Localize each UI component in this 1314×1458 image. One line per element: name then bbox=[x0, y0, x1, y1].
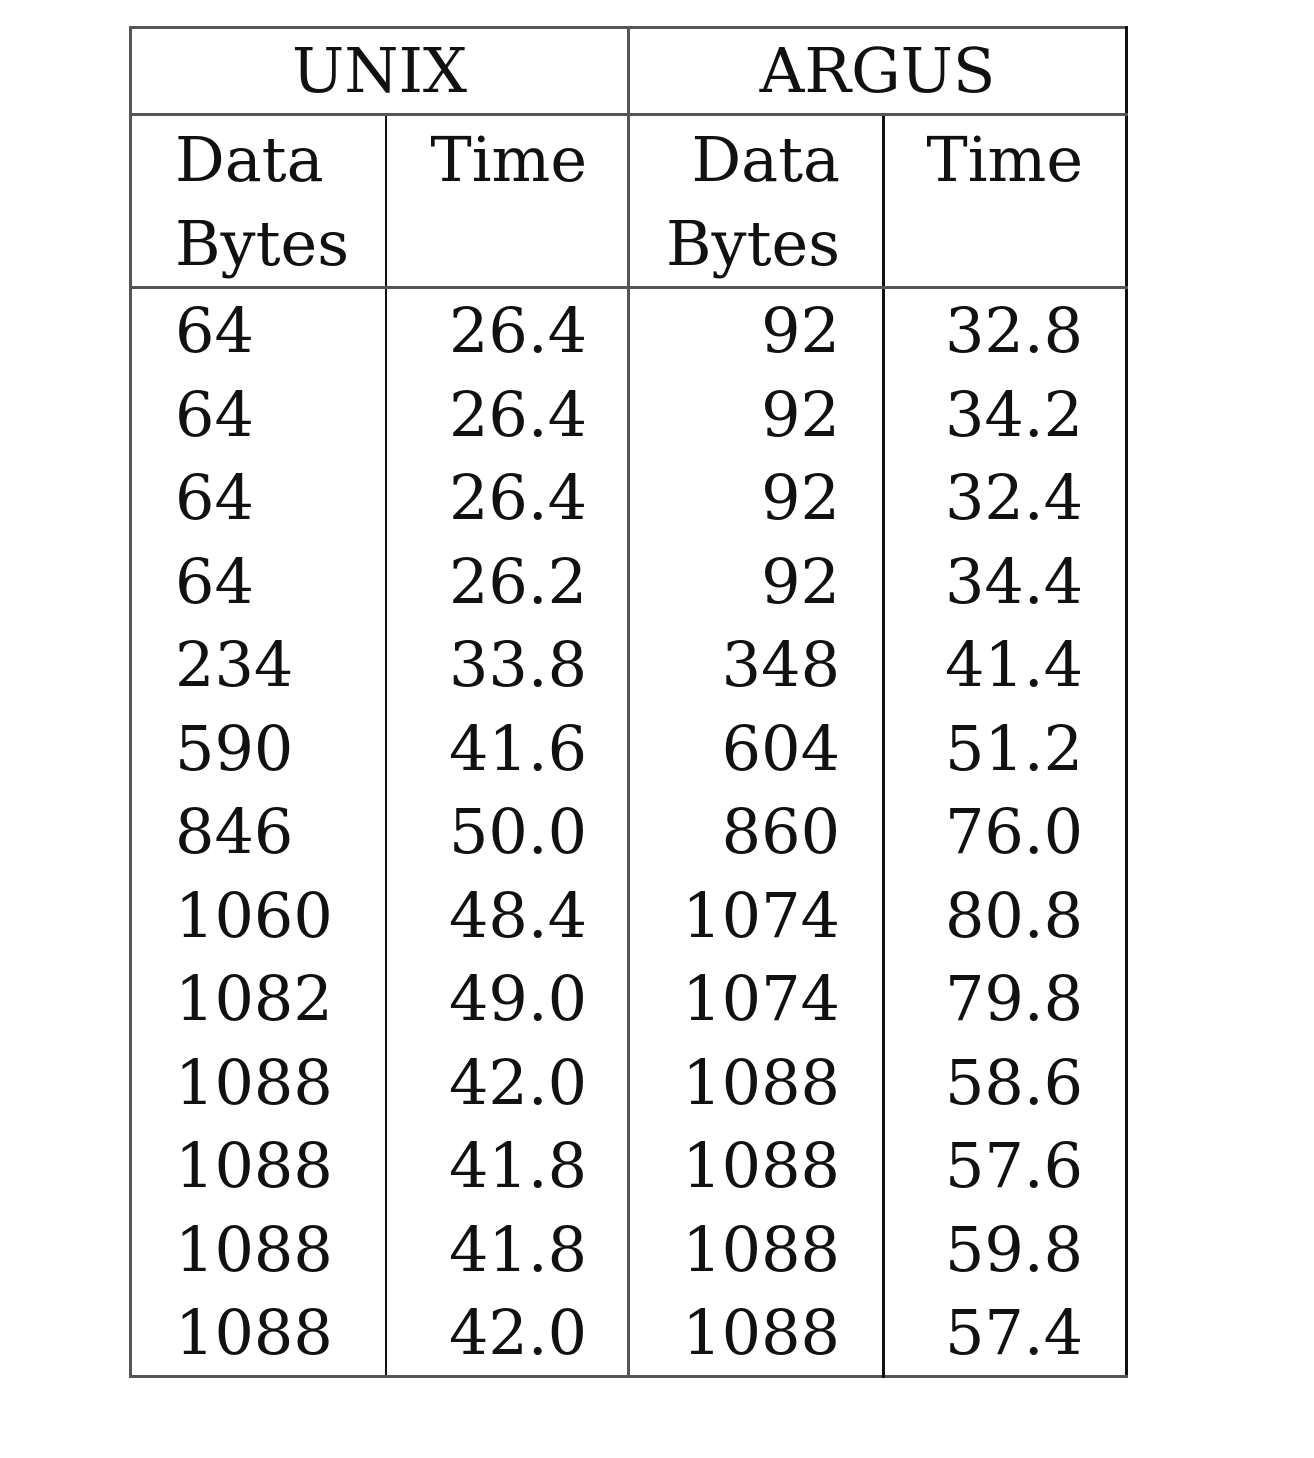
cell-argus-data-bytes: 1088 bbox=[628, 1291, 886, 1376]
cell-argus-time: 32.4 bbox=[944, 461, 1084, 534]
cell-argus-data-bytes: 92 bbox=[628, 456, 886, 540]
table-body: 64 26.4 92 32.8 64 26.4 92 34.2 64 26.4 92 32.4 64 26… bbox=[130, 287, 1127, 1376]
table-row: 234 33.8 348 41.4 bbox=[130, 623, 1127, 707]
cell-unix-data-bytes: 1060 bbox=[130, 873, 387, 957]
column-header-row: Data Bytes Time Data Bytes Time bbox=[130, 114, 1127, 289]
cell-argus-time: 59.8 bbox=[944, 1212, 1084, 1286]
cell-unix-time: 41.6 bbox=[385, 706, 631, 790]
table-row: 590 41.6 604 51.2 bbox=[130, 706, 1127, 790]
cell-unix-data-bytes: 1088 bbox=[130, 1207, 387, 1291]
cell-unix-time: 48.4 bbox=[385, 873, 631, 957]
table-row: 1088 42.0 1088 58.6 bbox=[130, 1040, 1127, 1124]
cell-unix-time: 42.0 bbox=[385, 1040, 631, 1124]
cell-argus-time: 79.8 bbox=[944, 962, 1084, 1035]
cell-argus-time: 34.2 bbox=[944, 377, 1084, 451]
cell-argus-data-bytes: 1074 bbox=[628, 957, 886, 1041]
cell-argus-data-bytes: 1074 bbox=[628, 873, 886, 957]
table-row: 64 26.4 92 34.2 bbox=[130, 372, 1127, 456]
cell-argus-data-bytes: 92 bbox=[628, 539, 886, 623]
cell-unix-time: 41.8 bbox=[385, 1207, 631, 1291]
cell-unix-data-bytes: 64 bbox=[130, 287, 387, 373]
cell-argus-time: 34.4 bbox=[944, 544, 1084, 618]
cell-argus-time: 57.4 bbox=[944, 1296, 1084, 1369]
table-row: 846 50.0 860 76.0 bbox=[130, 790, 1127, 874]
cell-argus-data-bytes: 604 bbox=[628, 706, 886, 790]
group-header-argus: ARGUS bbox=[628, 27, 1127, 116]
cell-argus-data-bytes: 1088 bbox=[628, 1124, 886, 1208]
column-header-unix-data-bytes: Data Bytes bbox=[130, 114, 387, 289]
cell-unix-time: 26.4 bbox=[385, 456, 631, 540]
table-row: 64 26.4 92 32.4 bbox=[130, 456, 1127, 540]
cell-argus-data-bytes: 92 bbox=[628, 372, 886, 456]
table-row: 1060 48.4 1074 80.8 bbox=[130, 873, 1127, 957]
header-line: Time bbox=[430, 123, 588, 196]
header-line: Time bbox=[926, 123, 1084, 196]
cell-unix-data-bytes: 64 bbox=[130, 539, 387, 623]
cell-argus-time: 80.8 bbox=[944, 878, 1084, 952]
cell-unix-time: 26.2 bbox=[385, 539, 631, 623]
table-row: 64 26.2 92 34.4 bbox=[130, 539, 1127, 623]
table-row: 1088 42.0 1088 57.4 bbox=[130, 1291, 1127, 1376]
table-row: 1082 49.0 1074 79.8 bbox=[130, 957, 1127, 1041]
cell-unix-data-bytes: 64 bbox=[130, 456, 387, 540]
cell-unix-data-bytes: 1088 bbox=[130, 1040, 387, 1124]
cell-argus-time: 76.0 bbox=[944, 795, 1084, 868]
cell-unix-time: 50.0 bbox=[385, 790, 631, 874]
data-table: UNIX ARGUS Data Bytes Time Data Bytes Ti… bbox=[129, 26, 1129, 1378]
cell-unix-data-bytes: 846 bbox=[130, 790, 387, 874]
cell-unix-data-bytes: 1088 bbox=[130, 1124, 387, 1208]
cell-argus-data-bytes: 92 bbox=[628, 287, 886, 373]
cell-unix-time: 33.8 bbox=[385, 623, 631, 707]
cell-argus-time: 32.8 bbox=[944, 294, 1084, 367]
table-row: 64 26.4 92 32.8 bbox=[130, 287, 1127, 373]
cell-argus-data-bytes: 1088 bbox=[628, 1207, 886, 1291]
cell-unix-time: 49.0 bbox=[385, 957, 631, 1041]
table-row: 1088 41.8 1088 57.6 bbox=[130, 1124, 1127, 1208]
cell-unix-time: 41.8 bbox=[385, 1124, 631, 1208]
cell-argus-data-bytes: 860 bbox=[628, 790, 886, 874]
column-header-argus-data-bytes: Data Bytes bbox=[628, 114, 886, 289]
cell-unix-data-bytes: 1082 bbox=[130, 957, 387, 1041]
cell-argus-data-bytes: 348 bbox=[628, 623, 886, 707]
cell-unix-time: 26.4 bbox=[385, 287, 631, 373]
cell-unix-data-bytes: 590 bbox=[130, 706, 387, 790]
header-line: Bytes bbox=[666, 206, 841, 280]
table-row: 1088 41.8 1088 59.8 bbox=[130, 1207, 1127, 1291]
cell-argus-data-bytes: 1088 bbox=[628, 1040, 886, 1124]
column-header-argus-time: Time bbox=[883, 114, 1127, 289]
cell-unix-data-bytes: 234 bbox=[130, 623, 387, 707]
cell-argus-time: 57.6 bbox=[944, 1129, 1084, 1202]
cell-unix-data-bytes: 64 bbox=[130, 372, 387, 456]
cell-argus-time: 58.6 bbox=[944, 1045, 1084, 1119]
cell-unix-time: 26.4 bbox=[385, 372, 631, 456]
header-line: Bytes bbox=[175, 206, 350, 280]
group-header-row: UNIX ARGUS bbox=[130, 27, 1127, 116]
cell-argus-time: 51.2 bbox=[944, 711, 1084, 785]
header-line: Data bbox=[175, 123, 324, 196]
cell-unix-time: 42.0 bbox=[385, 1291, 631, 1376]
header-line: Data bbox=[691, 123, 841, 196]
column-header-unix-time: Time bbox=[385, 114, 631, 289]
cell-unix-data-bytes: 1088 bbox=[130, 1291, 387, 1376]
group-header-unix: UNIX bbox=[130, 27, 631, 116]
cell-argus-time: 41.4 bbox=[944, 628, 1084, 701]
